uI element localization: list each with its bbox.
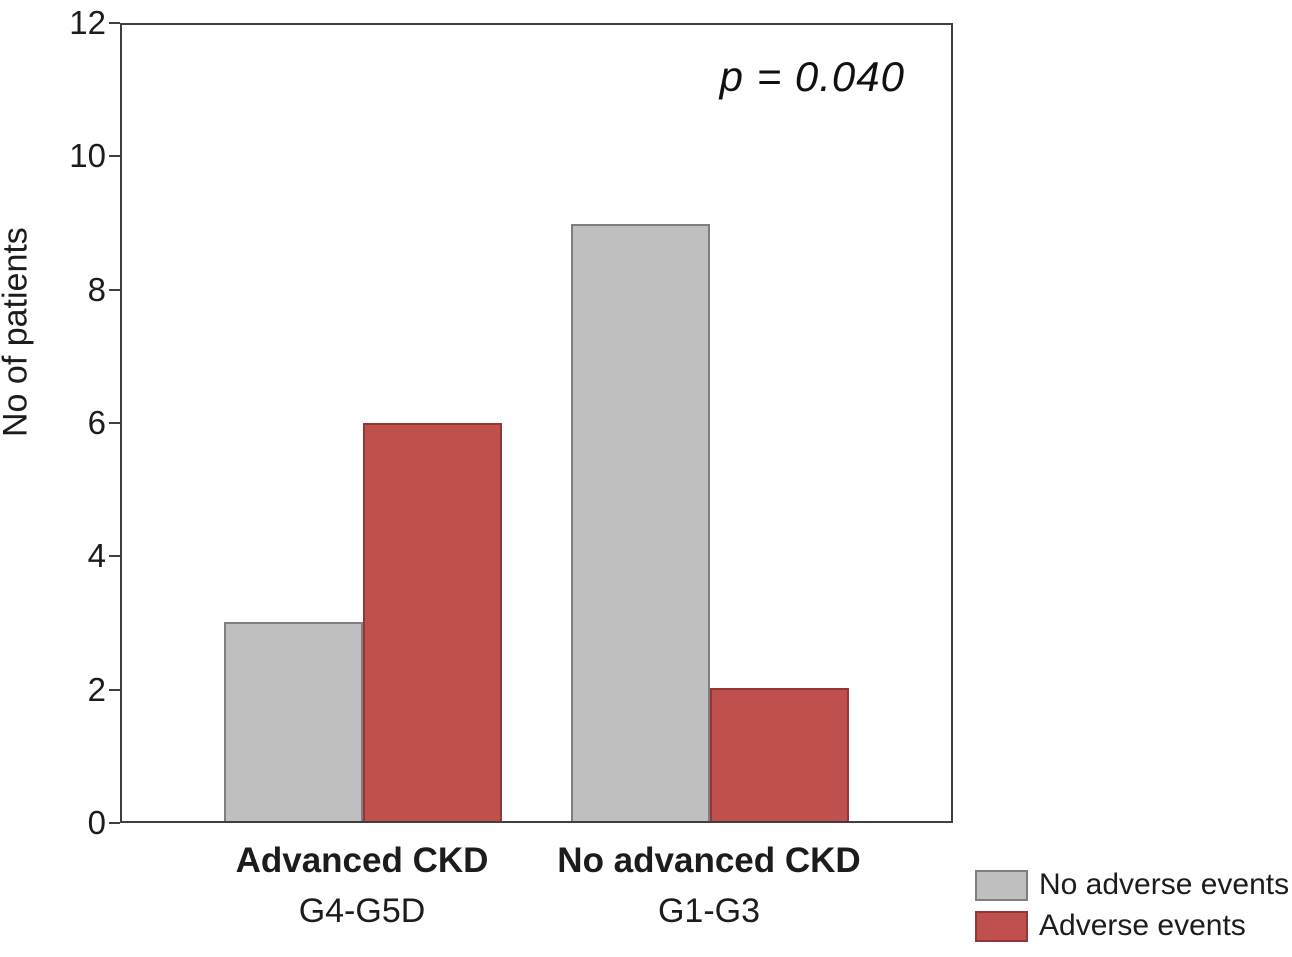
bar-advanced-ckd-adverse-events bbox=[363, 423, 502, 821]
x-category-label: No advanced CKD bbox=[557, 841, 861, 880]
p-value-annotation: p = 0.040 bbox=[719, 53, 905, 100]
y-tick-mark bbox=[109, 822, 120, 824]
y-tick-label-12: 12 bbox=[69, 4, 106, 41]
plot-area: p = 0.040 bbox=[120, 23, 953, 823]
y-tick-mark bbox=[109, 288, 120, 291]
y-tick-label-8: 8 bbox=[87, 270, 106, 308]
y-tick-mark bbox=[109, 22, 120, 24]
bar-no-advanced-ckd-adverse-events bbox=[710, 688, 849, 821]
x-category-sublabel: G4-G5D bbox=[298, 892, 426, 930]
y-tick-label-2: 2 bbox=[87, 670, 106, 708]
y-tick-label-4: 4 bbox=[87, 537, 106, 575]
legend-label: Adverse events bbox=[1039, 909, 1246, 942]
x-category-sublabel: G1-G3 bbox=[657, 892, 761, 930]
legend-label: No adverse events bbox=[1039, 868, 1290, 901]
y-tick-label-10: 10 bbox=[69, 137, 106, 175]
y-tick-label-0: 0 bbox=[87, 804, 106, 841]
x-category-no-advanced-ckd: No advanced CKD G1-G3 bbox=[489, 840, 929, 931]
legend-item-adverse-events: Adverse events bbox=[975, 909, 1289, 943]
legend-item-no-adverse-events: No adverse events bbox=[975, 868, 1289, 902]
bar-advanced-ckd-no-adverse-events bbox=[224, 622, 363, 821]
legend-swatch-red bbox=[975, 910, 1028, 942]
x-category-advanced-ckd: Advanced CKD G4-G5D bbox=[142, 840, 582, 931]
y-tick-mark bbox=[109, 155, 120, 158]
y-tick-label-6: 6 bbox=[87, 404, 106, 441]
y-tick-mark bbox=[109, 688, 120, 691]
x-category-label: Advanced CKD bbox=[235, 841, 489, 880]
y-tick-mark bbox=[109, 422, 120, 424]
y-tick-mark bbox=[109, 555, 120, 558]
bar-no-advanced-ckd-no-adverse-events bbox=[571, 224, 710, 821]
legend-swatch-gray bbox=[975, 869, 1028, 901]
legend: No adverse events Adverse events bbox=[975, 868, 1289, 950]
